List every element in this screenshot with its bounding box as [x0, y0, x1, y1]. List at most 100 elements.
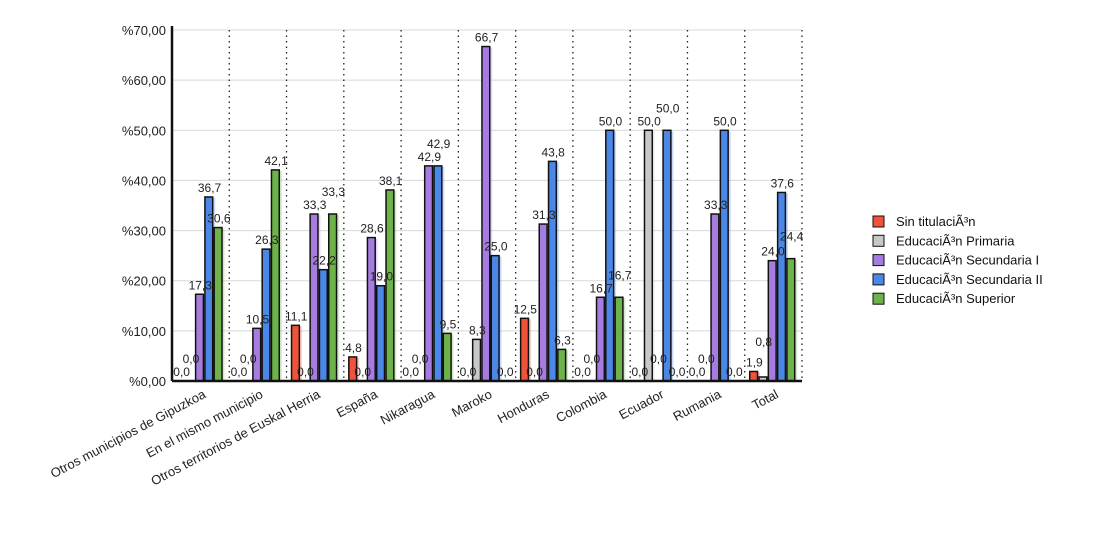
data-label: 0,0: [584, 352, 601, 366]
data-label: 1,9: [746, 355, 763, 369]
bar: [557, 348, 567, 382]
x-tick-label: Maroko: [449, 386, 494, 420]
bar: [433, 165, 443, 382]
data-label: 36,7: [198, 181, 222, 195]
bar: [194, 293, 205, 382]
y-tick-label: %10,00: [122, 324, 166, 339]
x-tick-label: Nikaragua: [378, 386, 438, 427]
x-tick-label: España: [334, 386, 381, 420]
data-label: 50,0: [599, 114, 623, 128]
data-label: 4,8: [345, 341, 362, 355]
data-label: 26,3: [255, 233, 279, 247]
data-label: 16,7: [608, 268, 632, 282]
bar: [719, 129, 729, 382]
data-label: 50,0: [656, 101, 680, 115]
data-label: 0,0: [726, 365, 743, 379]
bar: [375, 284, 386, 382]
bar: [213, 226, 223, 382]
data-label: 50,0: [637, 114, 661, 128]
data-label: 6,3: [554, 333, 571, 347]
data-label: 33,3: [322, 185, 346, 199]
bar: [423, 165, 434, 382]
bar: [614, 296, 624, 382]
legend-swatch: [872, 292, 885, 305]
bar: [786, 257, 796, 382]
bar: [270, 169, 281, 382]
legend-label: EducaciÃ³n Secundaria II: [896, 272, 1043, 287]
y-tick-label: %70,00: [122, 23, 166, 38]
bar: [605, 129, 615, 382]
data-label: 9,5: [440, 317, 457, 331]
data-label: 8,3: [469, 323, 486, 337]
data-label: 24,4: [780, 230, 804, 244]
data-label: 42,9: [427, 137, 451, 151]
data-label: 0,0: [698, 352, 715, 366]
data-label: 12,5: [514, 302, 538, 316]
data-label: 0,0: [412, 352, 429, 366]
data-label: 30,6: [207, 212, 231, 226]
data-label: 0,0: [497, 365, 514, 379]
y-tick-label: %40,00: [122, 173, 166, 188]
data-label: 16,7: [589, 281, 613, 295]
y-tick-label: %50,00: [122, 123, 166, 138]
data-label: 0,0: [231, 365, 248, 379]
x-tick-label: Honduras: [495, 386, 552, 426]
data-label: 31,3: [532, 208, 556, 222]
data-label: 22,2: [312, 254, 336, 268]
bar: [366, 236, 376, 382]
y-tick-label: %20,00: [122, 274, 166, 289]
data-label: 28,6: [360, 222, 384, 236]
data-label: 42,9: [418, 150, 442, 164]
data-label: 0,0: [240, 352, 257, 366]
x-tick-label: Rumania: [671, 386, 725, 424]
data-label: 0,0: [669, 365, 686, 379]
data-label: 0,0: [354, 365, 371, 379]
data-label: 50,0: [713, 114, 737, 128]
bar: [442, 332, 452, 382]
bar: [595, 296, 606, 382]
data-label: 17,3: [189, 278, 213, 292]
bar: [538, 223, 548, 382]
legend-label: EducaciÃ³n Secundaria I: [896, 253, 1039, 268]
data-label: 0,0: [173, 365, 190, 379]
legend-label: EducaciÃ³n Superior: [896, 291, 1016, 306]
bar: [776, 191, 787, 382]
x-tick-label: Total: [749, 386, 780, 412]
bar: [318, 268, 328, 382]
data-label: 0,0: [631, 365, 648, 379]
data-label: 10,5: [246, 312, 270, 326]
data-label: 24,0: [761, 245, 785, 259]
bar: [643, 129, 654, 382]
bar: [490, 254, 500, 382]
bar: [385, 189, 395, 382]
y-tick-label: %60,00: [122, 73, 166, 88]
data-label: 11,1: [285, 309, 308, 323]
legend-swatch: [872, 234, 885, 247]
y-tick-label: %30,00: [122, 224, 166, 239]
data-label: 0,0: [526, 365, 543, 379]
x-tick-label: Colombia: [553, 386, 609, 425]
data-label: 38,1: [379, 174, 403, 188]
data-label: 66,7: [475, 31, 499, 45]
bar: [767, 259, 777, 382]
legend-label: Sin titulaciÃ³n: [896, 214, 975, 229]
data-label: 0,0: [460, 365, 477, 379]
legend-label: EducaciÃ³n Primaria: [896, 233, 1015, 248]
data-label: 25,0: [484, 240, 508, 254]
data-label: 0,0: [402, 365, 419, 379]
data-label: 43,8: [542, 145, 566, 159]
data-label: 42,1: [264, 154, 288, 168]
data-label: 0,0: [650, 352, 667, 366]
y-tick-label: %0,00: [129, 374, 166, 389]
data-label: 0,0: [297, 365, 314, 379]
data-label: 33,3: [704, 198, 728, 212]
legend-swatch: [872, 215, 885, 228]
bar: [547, 160, 558, 382]
x-tick-label: Ecuador: [616, 386, 666, 422]
data-label: 33,3: [303, 198, 327, 212]
data-label: 0,0: [689, 365, 706, 379]
legend-swatch: [872, 254, 885, 267]
legend-swatch: [872, 273, 885, 286]
data-label: 0,0: [183, 352, 200, 366]
